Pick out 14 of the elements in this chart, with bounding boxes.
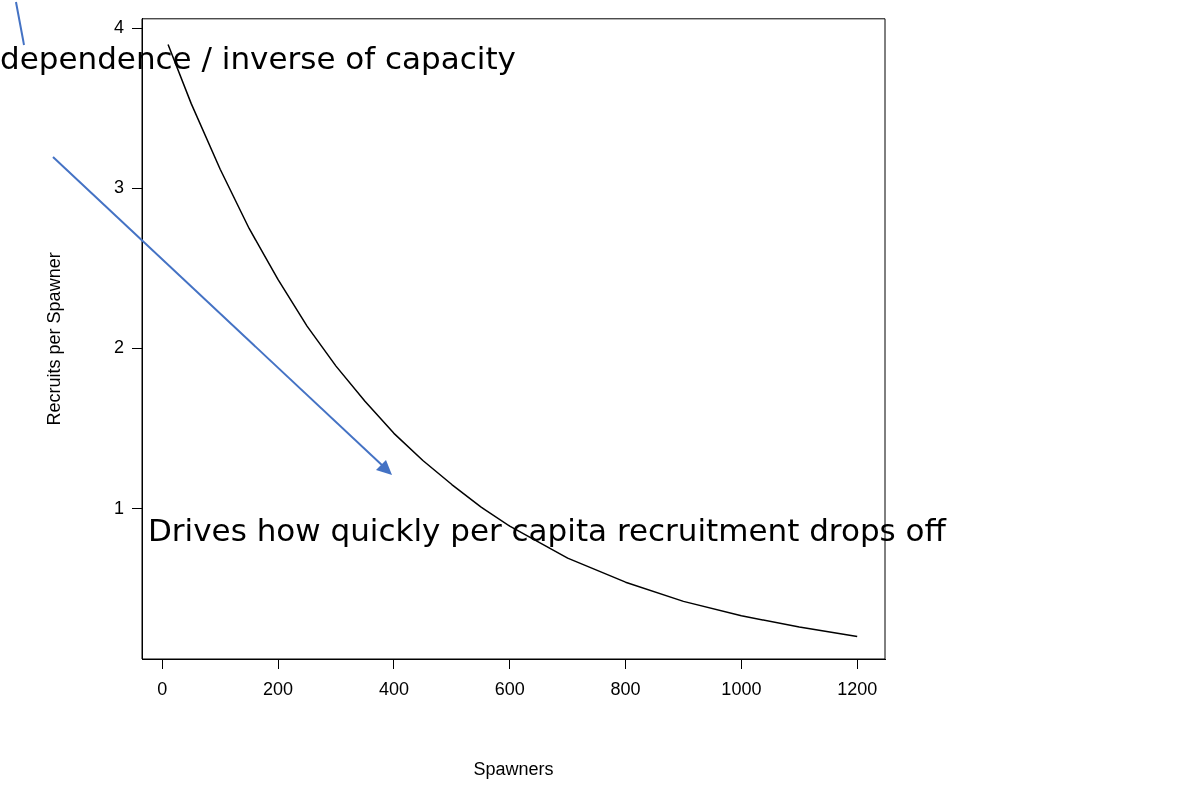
x-tick-label: 800: [610, 678, 641, 699]
x-tick-label: 200: [263, 678, 294, 699]
x-tick-label: 400: [378, 678, 409, 699]
y-tick-label: 1: [113, 497, 124, 518]
x-tick-label: 1000: [721, 678, 762, 699]
y-tick-label: 4: [113, 17, 124, 38]
x-tick-label: 0: [157, 678, 168, 699]
x-tick-label: 1200: [837, 678, 878, 699]
x-axis-title: Spawners: [473, 759, 554, 780]
y-axis-title: Recruits per Spawner: [43, 252, 64, 426]
annotation: Drives how quickly per capita recruitment drops off: [148, 512, 946, 548]
y-tick-label: 2: [113, 337, 124, 358]
x-tick-label: 600: [494, 678, 525, 699]
y-tick-label: 3: [113, 177, 124, 198]
